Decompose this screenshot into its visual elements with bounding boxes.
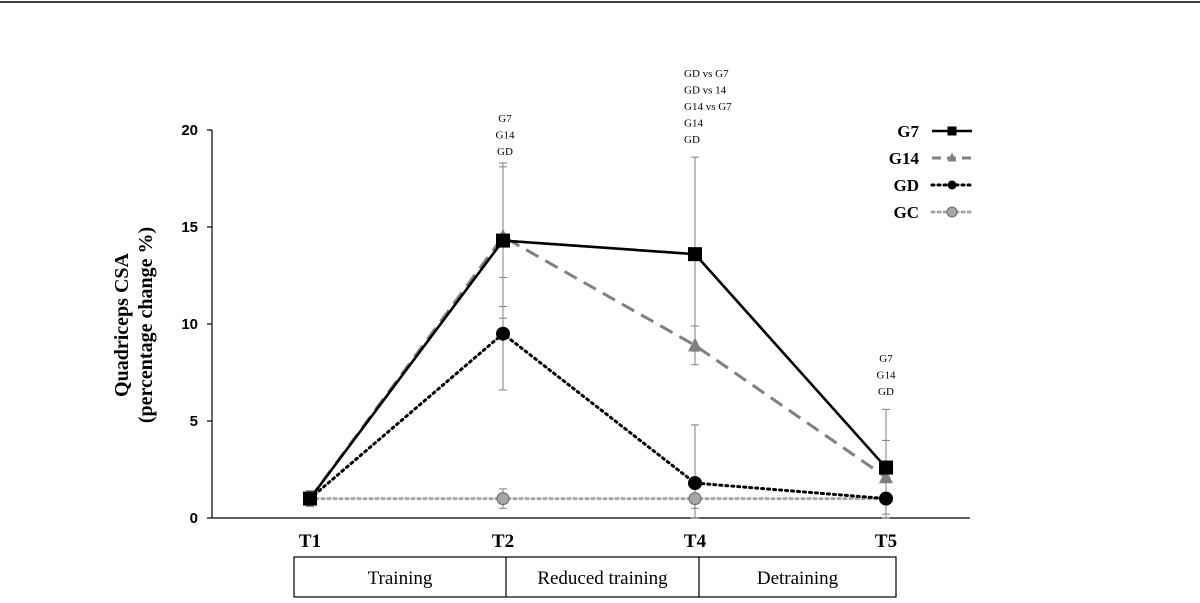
marker-g7 (947, 126, 957, 136)
x-tick-label-t1: T1 (299, 531, 321, 552)
y-axis-title: Quadriceps CSA (percentage change %) (111, 227, 157, 423)
y-tick-label: 0 (190, 510, 198, 527)
y-axis-title-line1: Quadriceps CSA (111, 252, 133, 396)
y-tick-label: 20 (181, 122, 198, 139)
legend-label-gc: GC (894, 203, 920, 222)
series-lines (308, 234, 888, 501)
x-tick-label-t4: T4 (684, 531, 707, 552)
x-tick-label-t5: T5 (875, 531, 897, 552)
annotation-text: G7 (879, 353, 893, 365)
marker-gd (688, 476, 702, 491)
legend-label-gd: GD (894, 176, 920, 195)
marker-g7 (496, 233, 510, 248)
y-axis-ticks: 0 5 10 15 20 (181, 122, 212, 527)
annotation-text: GD (878, 386, 894, 398)
marker-gd (879, 491, 893, 506)
marker-gd (496, 326, 510, 341)
series-line-g14 (308, 234, 887, 500)
annotation-text: G14 (877, 370, 896, 382)
annotation-text: GD (497, 146, 513, 158)
x-tick-label-t2: T2 (492, 531, 514, 552)
phase-label-training: Training (368, 568, 433, 589)
phase-label-reduced-training: Reduced training (537, 568, 668, 589)
marker-g14 (688, 337, 702, 352)
phase-label-detraining: Detraining (757, 568, 839, 589)
y-axis-title-line2: (percentage change %) (135, 227, 157, 423)
annotation-text: G14 (496, 130, 515, 142)
error-bars (306, 156, 890, 519)
y-tick-label: 5 (190, 413, 198, 430)
marker-gc (688, 492, 702, 506)
phase-table-border (293, 556, 897, 598)
annotation-text: G14 vs G7 (684, 101, 732, 113)
significance-annotations: G7 G14 GD GD vs G7 GD vs 14 G14 vs G7 G14 GD G7 G… (496, 68, 896, 398)
marker-g7 (688, 247, 702, 262)
marker-gd (947, 180, 957, 190)
annotation-text: G14 (684, 118, 703, 130)
annotation-text: G7 (498, 113, 512, 125)
series-line-gd (308, 331, 888, 501)
series-line-g7 (308, 239, 887, 500)
legend-label-g7: G7 (897, 122, 919, 141)
marker-g7 (879, 460, 893, 475)
legend-label-g14: G14 (889, 149, 920, 168)
phase-table: Training Reduced training Detraining (293, 556, 897, 598)
y-tick-label: 10 (181, 316, 198, 333)
marker-g7 (303, 491, 317, 506)
series-markers (303, 228, 893, 506)
annotation-text: GD vs 14 (684, 85, 727, 97)
annotation-text: GD vs G7 (684, 68, 729, 80)
marker-gc (496, 492, 510, 506)
marker-g14 (879, 469, 893, 484)
annotation-text: GD (684, 134, 700, 146)
marker-gc (946, 206, 958, 218)
legend: G7 G14 GD GC (889, 122, 974, 222)
x-axis-labels: T1 T2 T4 T5 (299, 531, 897, 552)
marker-g14 (947, 152, 957, 162)
y-tick-label: 15 (181, 219, 198, 236)
